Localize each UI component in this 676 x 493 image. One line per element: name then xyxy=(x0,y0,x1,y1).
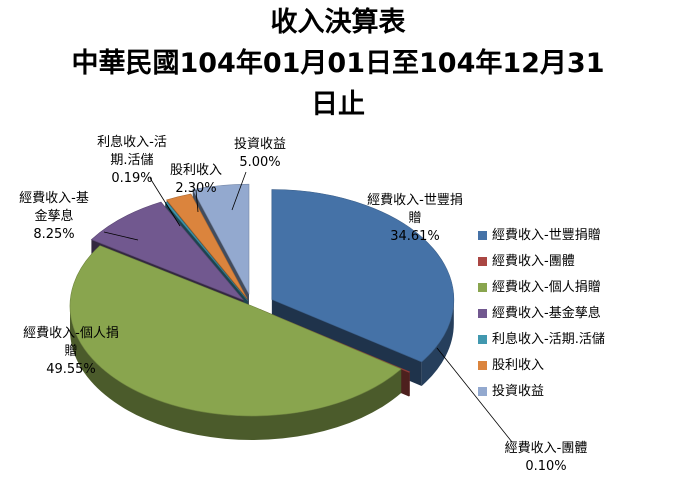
data-label-name-line: 利息收入-活 xyxy=(97,135,167,150)
pie-slice-1 xyxy=(271,189,455,363)
legend-swatch xyxy=(478,361,487,370)
data-label-1: 經費收入-世豐捐贈 34.61% xyxy=(352,192,478,246)
legend-item: 經費收入-世豐捐贈 xyxy=(478,228,676,254)
legend-label: 利息收入-活期.活儲 xyxy=(492,332,605,347)
leader-line xyxy=(195,189,199,213)
data-label-6: 股利收入 2.30% xyxy=(155,162,237,198)
legend-label: 經費收入-世豐捐贈 xyxy=(492,228,601,243)
data-label-name-line: 贈 xyxy=(408,211,422,226)
data-label-value: 0.10% xyxy=(525,459,567,474)
leader-line xyxy=(436,347,513,443)
data-label-3: 經費收入-個人捐贈 49.55% xyxy=(6,325,136,379)
leader-line xyxy=(231,171,247,211)
chart-title-line-1: 收入決算表 xyxy=(270,7,406,38)
data-label-name-line: 金孳息 xyxy=(34,209,74,224)
legend-label: 經費收入-個人捐贈 xyxy=(492,280,601,295)
data-label-name-line: 投資收益 xyxy=(233,137,286,152)
data-label-name-line: 經費收入-個人捐 xyxy=(23,326,119,341)
chart-title-line-2: 中華民國104年01月01日至104年12月31 xyxy=(71,48,605,79)
data-label-name-line: 經費收入-團體 xyxy=(504,441,588,456)
data-label-name-line: 經費收入-世豐捐 xyxy=(367,193,463,208)
data-label-value: 0.19% xyxy=(111,171,153,186)
legend-swatch xyxy=(478,257,487,266)
data-label-4: 經費收入-基 金孳息 8.25% xyxy=(4,190,104,244)
legend-item: 股利收入 xyxy=(478,358,676,384)
pie-slice-side xyxy=(421,299,454,386)
legend-item: 經費收入-基金孳息 xyxy=(478,306,676,332)
data-label-5: 利息收入-活 期.活儲 0.19% xyxy=(80,134,184,188)
legend-label: 股利收入 xyxy=(492,358,545,373)
data-label-name-line: 贈 xyxy=(64,344,78,359)
pie-slice-side xyxy=(409,371,410,397)
pie-slice-3 xyxy=(69,245,402,417)
chart-legend: 經費收入-世豐捐贈 經費收入-團體經費收入-個人捐贈 經費收入-基金孳息 利息收入-活… xyxy=(478,228,676,410)
data-label-value: 49.55% xyxy=(46,362,96,377)
legend-label: 投資收益 xyxy=(492,384,545,399)
legend-item: 經費收入-個人捐贈 xyxy=(478,280,676,306)
leader-line xyxy=(103,231,139,241)
legend-swatch xyxy=(478,309,487,318)
pie-slice-4 xyxy=(90,201,244,301)
data-label-value: 8.25% xyxy=(33,227,75,242)
legend-swatch xyxy=(478,283,487,292)
legend-label: 經費收入-基金孳息 xyxy=(492,306,601,321)
data-label-name-line: 股利收入 xyxy=(169,163,222,178)
data-label-value: 34.61% xyxy=(390,229,440,244)
legend-swatch xyxy=(478,231,487,240)
legend-label: 經費收入-團體 xyxy=(492,254,575,269)
data-label-name-line: 期.活儲 xyxy=(110,153,154,168)
legend-item: 利息收入-活期.活儲 xyxy=(478,332,676,358)
data-label-value: 5.00% xyxy=(239,155,281,170)
data-label-name-line: 經費收入-基 xyxy=(19,191,89,206)
chart-title-line-3: 日止 xyxy=(311,89,365,120)
legend-item: 經費收入-團體 xyxy=(478,254,676,280)
pie-slice-side xyxy=(70,306,402,441)
legend-swatch xyxy=(478,335,487,344)
leader-line xyxy=(149,177,181,227)
data-label-value: 2.30% xyxy=(175,181,217,196)
legend-item: 投資收益 xyxy=(478,384,676,410)
pie-slice-6 xyxy=(166,193,248,299)
legend-swatch xyxy=(478,387,487,396)
data-label-7: 投資收益 5.00% xyxy=(220,136,300,172)
pie-slice-7 xyxy=(192,183,250,295)
data-label-2: 經費收入-團體 0.10% xyxy=(490,440,602,476)
